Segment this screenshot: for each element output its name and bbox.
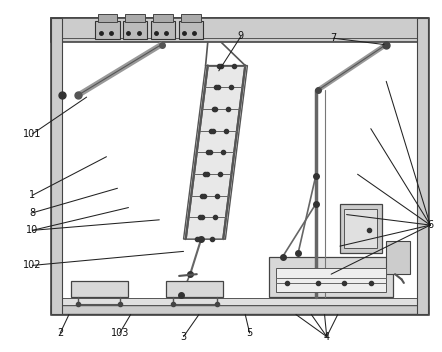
Text: 9: 9 — [238, 31, 244, 41]
Bar — [386, 241, 411, 274]
Bar — [123, 21, 148, 39]
Bar — [71, 281, 129, 297]
Bar — [51, 18, 428, 42]
Text: 6: 6 — [427, 220, 433, 230]
Text: 103: 103 — [110, 328, 129, 338]
Bar — [179, 21, 203, 39]
Bar — [417, 18, 428, 314]
Bar — [51, 18, 62, 314]
Bar — [166, 281, 223, 297]
Bar — [98, 14, 118, 22]
Bar — [95, 21, 120, 39]
Text: 3: 3 — [180, 332, 187, 341]
Bar — [51, 18, 428, 314]
Polygon shape — [183, 65, 248, 239]
Bar — [51, 298, 428, 305]
Bar — [181, 14, 201, 22]
Text: 2: 2 — [57, 328, 63, 338]
Text: 5: 5 — [247, 328, 253, 338]
Bar — [276, 268, 386, 293]
Bar — [51, 305, 428, 314]
Bar — [270, 257, 393, 297]
Bar — [153, 14, 173, 22]
Text: 4: 4 — [324, 332, 330, 341]
Bar — [151, 21, 175, 39]
Text: 102: 102 — [23, 260, 42, 270]
Text: 10: 10 — [26, 225, 38, 235]
Text: 7: 7 — [330, 32, 336, 43]
Bar — [340, 204, 382, 253]
Text: 8: 8 — [29, 208, 35, 218]
Bar — [126, 14, 145, 22]
Bar — [344, 209, 377, 248]
Text: 1: 1 — [29, 190, 35, 200]
Text: 101: 101 — [23, 129, 42, 139]
